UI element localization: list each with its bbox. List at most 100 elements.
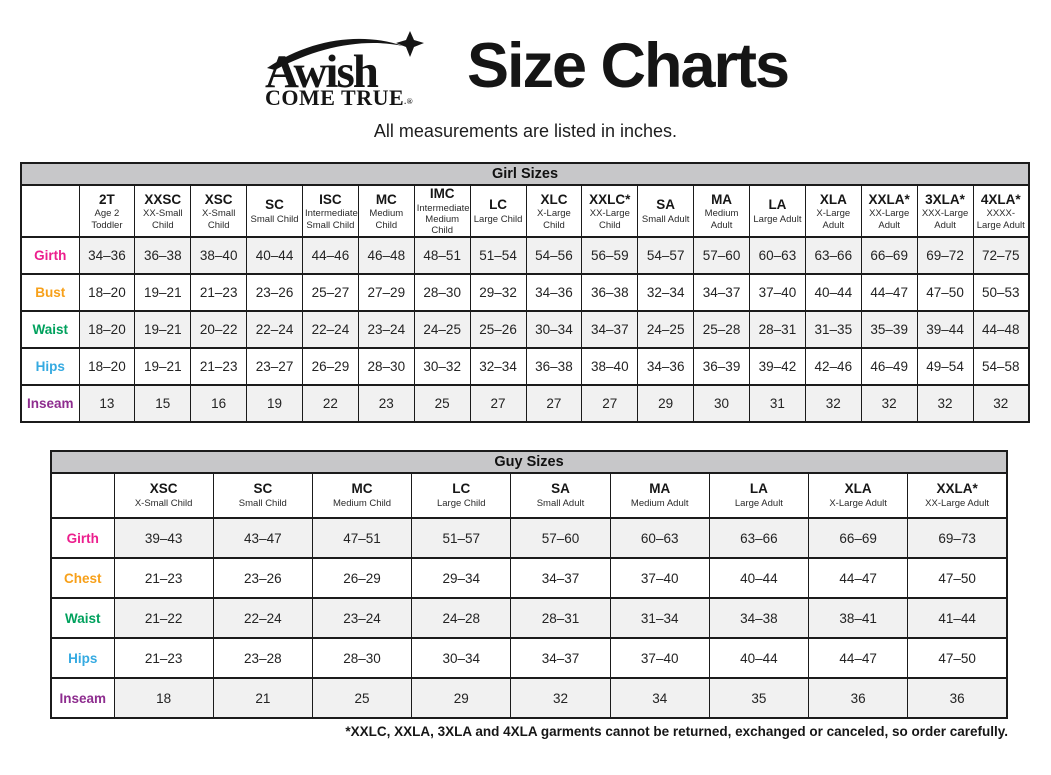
size-code: IMC bbox=[429, 186, 455, 201]
table-row: Inseam 13 15 16 19 22 23 25 27 27 27 29 30 31 32 32 32 32 bbox=[20, 384, 1030, 424]
measurement-label-chest: Chest bbox=[50, 557, 115, 599]
size-value-cell: 47–51 bbox=[311, 517, 413, 559]
size-column-header: IMC Intermediate Medium Child bbox=[413, 183, 471, 239]
size-value-cell: 43–47 bbox=[212, 517, 313, 559]
table-row: Chest 21–23 23–26 26–29 29–34 34–37 37–40 40–44… bbox=[50, 557, 1008, 599]
size-description: Age 2 Toddler bbox=[91, 208, 123, 231]
size-code: XLA bbox=[844, 481, 872, 497]
size-value-cell: 15 bbox=[134, 384, 192, 424]
size-description: X-Large Adult bbox=[829, 498, 887, 510]
size-value-cell: 21–23 bbox=[190, 273, 248, 313]
size-value-cell: 48–51 bbox=[413, 236, 471, 276]
size-value-cell: 41–44 bbox=[907, 597, 1008, 639]
size-value-cell: 56–59 bbox=[581, 236, 639, 276]
size-column-header: XSC X-Small Child bbox=[190, 183, 248, 239]
size-value-cell: 36–38 bbox=[525, 347, 583, 387]
size-description: Small Child bbox=[238, 498, 287, 510]
size-value-cell: 23–26 bbox=[246, 273, 303, 313]
size-column-header: LA Large Adult bbox=[749, 183, 806, 239]
size-column-header: XLC X-Large Child bbox=[525, 183, 583, 239]
size-value-cell: 40–44 bbox=[246, 236, 303, 276]
size-value-cell: 23 bbox=[357, 384, 415, 424]
size-value-cell: 38–40 bbox=[581, 347, 639, 387]
size-code: LA bbox=[749, 481, 768, 497]
size-value-cell: 69–72 bbox=[916, 236, 974, 276]
size-value-cell: 31–35 bbox=[804, 310, 862, 350]
measurement-label-inseam: Inseam bbox=[50, 677, 115, 719]
size-value-cell: 13 bbox=[78, 384, 136, 424]
size-value-cell: 37–40 bbox=[749, 273, 806, 313]
size-code: 2T bbox=[99, 191, 115, 207]
size-value-cell: 66–69 bbox=[860, 236, 918, 276]
size-value-cell: 46–49 bbox=[860, 347, 918, 387]
size-value-cell: 39–42 bbox=[749, 347, 806, 387]
size-column-header: LC Large Child bbox=[411, 472, 512, 519]
size-code: MA bbox=[649, 481, 671, 497]
size-value-cell: 39–44 bbox=[916, 310, 974, 350]
size-value-cell: 36 bbox=[907, 677, 1008, 719]
size-description: Large Child bbox=[436, 498, 486, 510]
size-value-cell: 37–40 bbox=[609, 637, 710, 679]
size-column-header: SA Small Adult bbox=[510, 472, 611, 519]
size-value-cell: 32 bbox=[804, 384, 862, 424]
size-value-cell: 25–27 bbox=[302, 273, 359, 313]
size-value-cell: 32–34 bbox=[637, 273, 695, 313]
size-value-cell: 35–39 bbox=[860, 310, 918, 350]
size-value-cell: 47–50 bbox=[916, 273, 974, 313]
size-value-cell: 40–44 bbox=[804, 273, 862, 313]
size-code: XSC bbox=[149, 481, 178, 497]
guy-sizes-table: Guy Sizes XSC X-Small Child SC Small Child MC… bbox=[50, 450, 1008, 719]
size-value-cell: 44–47 bbox=[808, 557, 909, 599]
size-value-cell: 38–40 bbox=[190, 236, 248, 276]
size-value-cell: 21–23 bbox=[113, 637, 214, 679]
size-code: XLA bbox=[819, 191, 847, 207]
size-description: XX-Large Adult bbox=[925, 498, 990, 510]
size-description: XXX-Large Adult bbox=[921, 208, 969, 231]
size-description: Small Adult bbox=[536, 498, 585, 510]
size-value-cell: 28–30 bbox=[357, 347, 415, 387]
measurement-label-girth: Girth bbox=[50, 517, 115, 559]
size-value-cell: 49–54 bbox=[916, 347, 974, 387]
size-value-cell: 40–44 bbox=[708, 557, 810, 599]
size-value-cell: 46–48 bbox=[357, 236, 415, 276]
size-description: X-Large Child bbox=[537, 208, 571, 231]
size-column-header: MA Medium Adult bbox=[693, 183, 750, 239]
size-value-cell: 27 bbox=[525, 384, 583, 424]
size-value-cell: 32 bbox=[916, 384, 974, 424]
size-value-cell: 30 bbox=[693, 384, 750, 424]
size-value-cell: 34–36 bbox=[525, 273, 583, 313]
size-code: SC bbox=[265, 197, 284, 213]
size-code: XXSC bbox=[144, 191, 182, 207]
size-value-cell: 21–23 bbox=[113, 557, 214, 599]
size-code: SC bbox=[253, 481, 273, 497]
corner-cell bbox=[50, 472, 115, 519]
size-value-cell: 34–37 bbox=[510, 637, 611, 679]
table-row: Bust 18–20 19–21 21–23 23–26 25–27 27–29 28–30 2… bbox=[20, 273, 1030, 313]
table-row: Inseam 18 21 25 29 32 34 35 36 36 bbox=[50, 677, 1008, 719]
size-value-cell: 21–22 bbox=[113, 597, 214, 639]
size-description: XX-Small Child bbox=[143, 208, 183, 231]
size-value-cell: 44–48 bbox=[972, 310, 1030, 350]
size-column-header: ISC Intermediate Small Child bbox=[302, 183, 359, 239]
size-value-cell: 42–46 bbox=[804, 347, 862, 387]
size-value-cell: 29–34 bbox=[411, 557, 512, 599]
size-value-cell: 29 bbox=[637, 384, 695, 424]
measurement-label-girth: Girth bbox=[20, 236, 80, 276]
size-column-header: 2T Age 2 Toddler bbox=[78, 183, 136, 239]
measurement-label-hips: Hips bbox=[20, 347, 80, 387]
size-value-cell: 22–24 bbox=[246, 310, 303, 350]
size-value-cell: 72–75 bbox=[972, 236, 1030, 276]
size-value-cell: 27–29 bbox=[357, 273, 415, 313]
size-description: Large Adult bbox=[753, 214, 802, 226]
measurement-label-waist: Waist bbox=[50, 597, 115, 639]
size-column-header: MA Medium Adult bbox=[609, 472, 710, 519]
size-value-cell: 66–69 bbox=[808, 517, 909, 559]
size-value-cell: 36–38 bbox=[134, 236, 192, 276]
size-description: XX-Large Child bbox=[589, 208, 630, 231]
size-value-cell: 44–46 bbox=[302, 236, 359, 276]
table-row: Waist 21–22 22–24 23–24 24–28 28–31 31–34 34–38… bbox=[50, 597, 1008, 639]
size-value-cell: 40–44 bbox=[708, 637, 810, 679]
size-value-cell: 54–57 bbox=[637, 236, 695, 276]
logo-line2: COME TRUE.® bbox=[265, 85, 413, 108]
logo-swoosh bbox=[266, 38, 403, 70]
